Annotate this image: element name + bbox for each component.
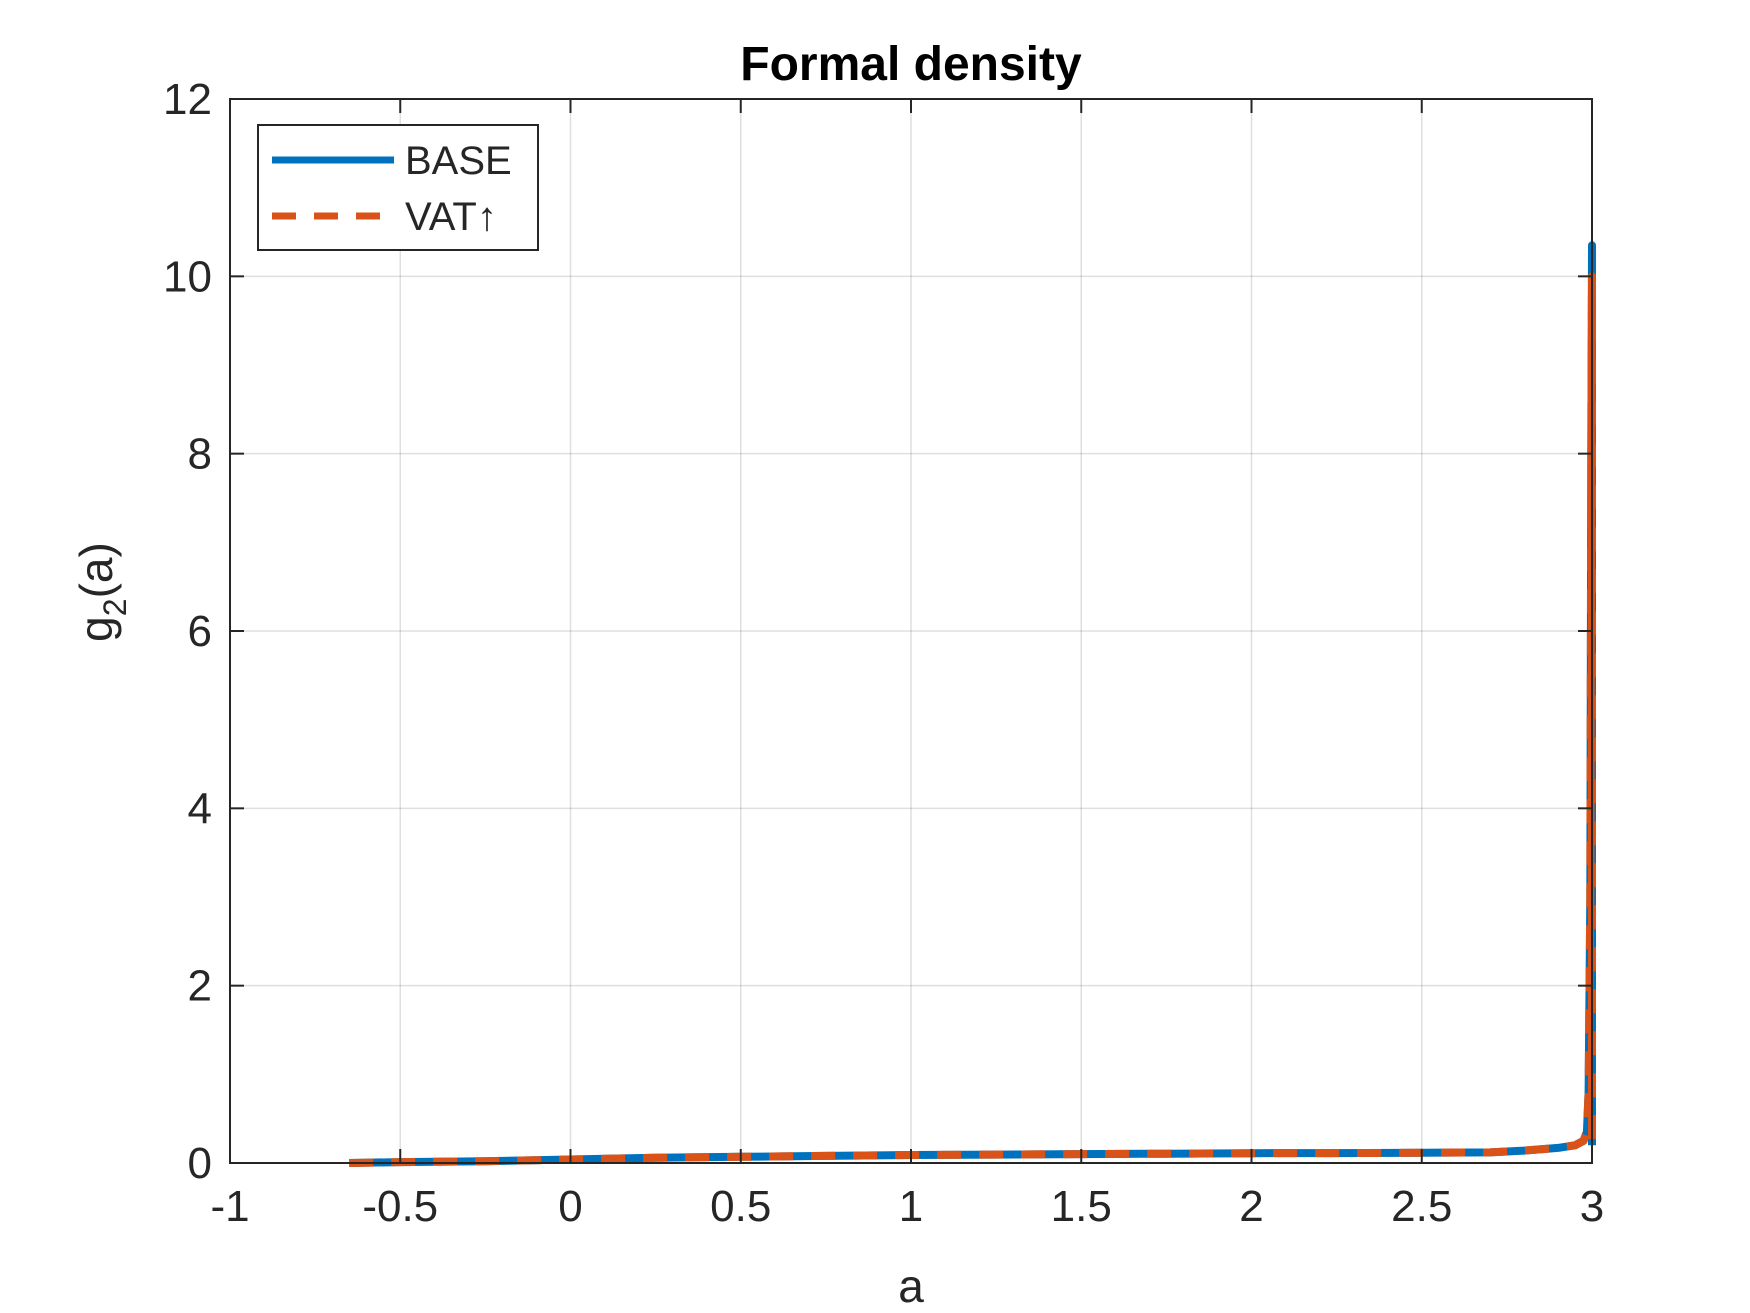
x-tick-label: 1.5 — [1051, 1182, 1112, 1231]
y-tick-label: 6 — [188, 607, 212, 656]
x-tick-label: -0.5 — [362, 1182, 438, 1231]
y-tick-label: 4 — [188, 784, 212, 833]
series-line-vat — [349, 272, 1596, 1167]
legend-box — [257, 124, 539, 251]
series-layer — [349, 241, 1596, 1167]
y-tick-label: 10 — [163, 252, 212, 301]
x-tick-label: 0.5 — [710, 1182, 771, 1231]
chart-title: Formal density — [740, 38, 1082, 91]
y-tick-label: 0 — [188, 1139, 212, 1188]
y-axis-label-rest: (a) — [70, 542, 122, 598]
legend-label-base: BASE — [405, 139, 512, 183]
x-tick-label: 0 — [558, 1182, 582, 1231]
x-tick-label: 3 — [1580, 1182, 1604, 1231]
x-tick-label: 2 — [1239, 1182, 1263, 1231]
plot-area — [230, 99, 1592, 1163]
y-tick-label: 2 — [188, 962, 212, 1011]
y-axis-label-subscript: 2 — [97, 598, 133, 616]
x-tick-label: -1 — [210, 1182, 249, 1231]
y-axis-label: g2(a) — [70, 542, 133, 642]
y-tick-label: 8 — [188, 430, 212, 479]
legend-label-vat: VAT↑ — [405, 195, 497, 239]
y-axis-label-base: g — [70, 616, 122, 642]
x-axis-label: a — [898, 1260, 924, 1312]
axis-ticks: -1 -0.5 0 0.5 1 1.5 2 2.5 3 0 2 4 6 8 10 12 — [163, 75, 1604, 1231]
y-tick-label: 12 — [163, 75, 212, 124]
x-tick-label: 2.5 — [1391, 1182, 1452, 1231]
x-tick-label: 1 — [899, 1182, 923, 1231]
legend: BASE VAT↑ — [257, 124, 539, 251]
